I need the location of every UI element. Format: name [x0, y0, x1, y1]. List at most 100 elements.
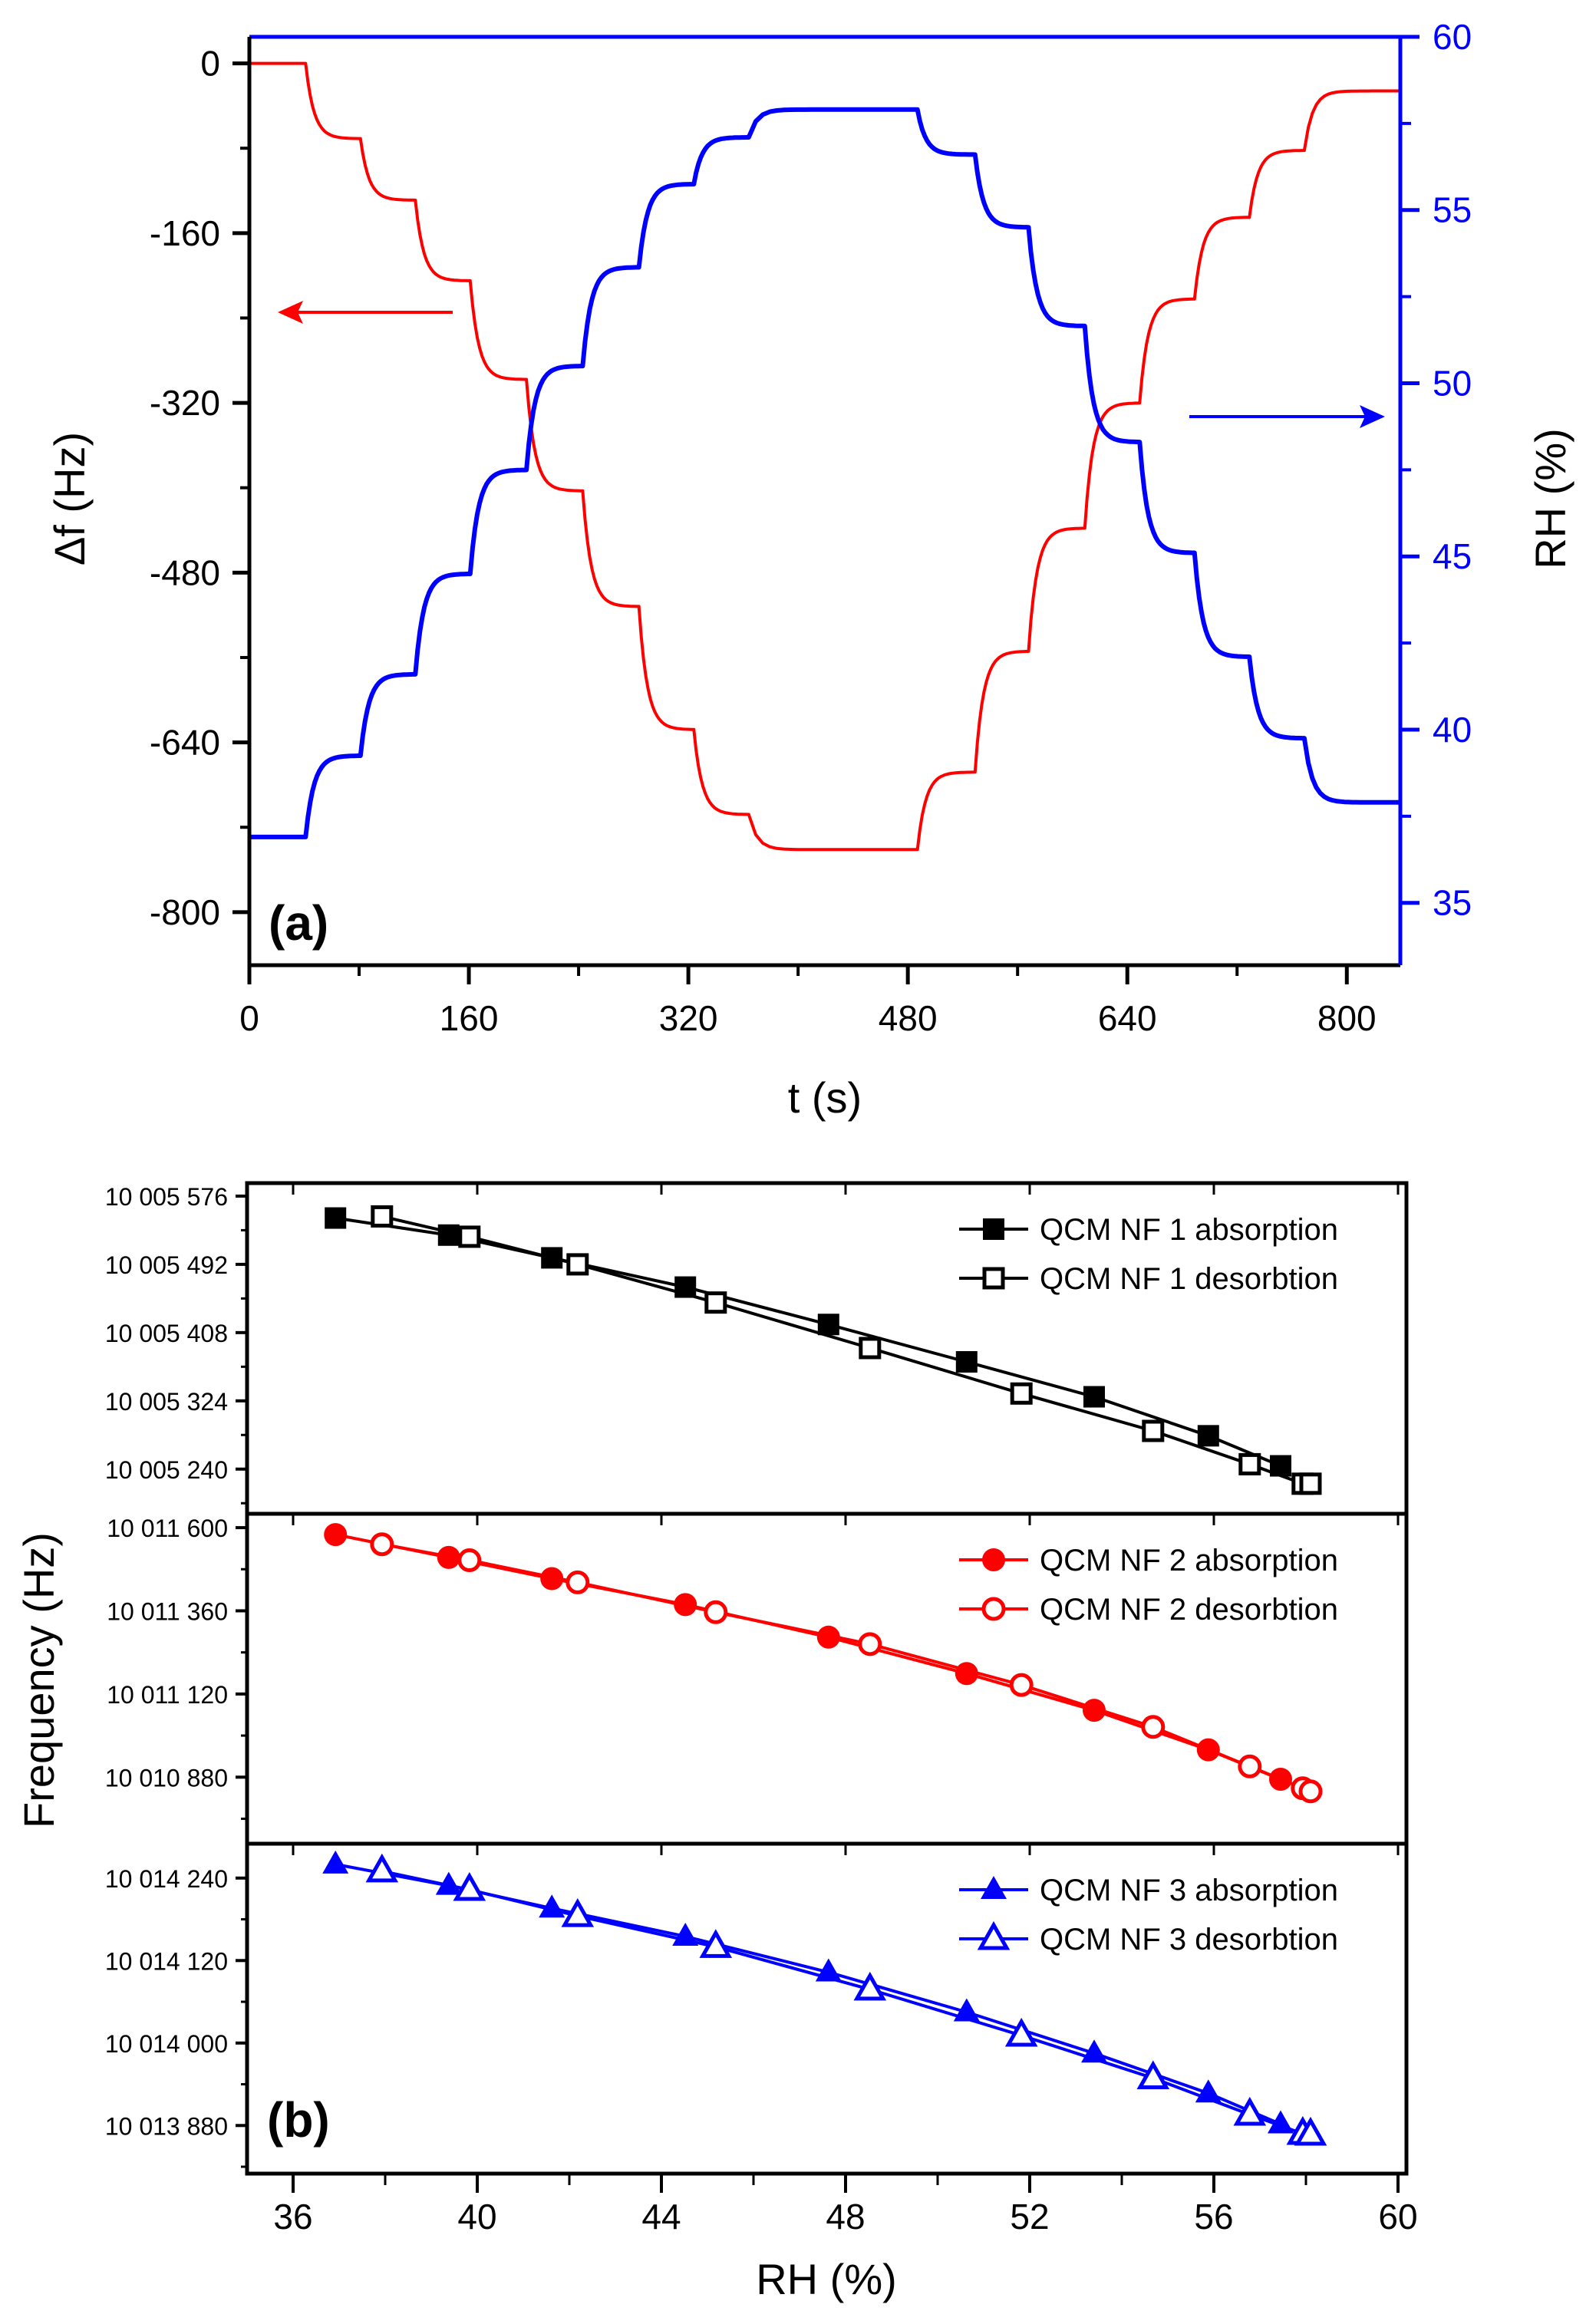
data-point [1083, 1386, 1105, 1408]
subplot-1: 10 005 576 10 005 492 10 005 408 10 005 324… [105, 1181, 1409, 1516]
data-point [817, 1314, 839, 1336]
data-point [1238, 1754, 1262, 1778]
subplot-ytick-label: 10 014 240 [105, 1865, 228, 1893]
panel-a-xlabel: t (s) [788, 1073, 862, 1122]
series-line-1-desorbtion [381, 1215, 1311, 1485]
data-point [704, 1291, 727, 1314]
legend-marker [977, 1920, 1011, 1950]
data-point [371, 1205, 394, 1228]
panel-a: 0 160 320 480 640 800 0 -160 -320 -480 -640 -800 35 4… [45, 17, 1574, 1122]
panel-a-y2tick-label: 60 [1433, 17, 1472, 57]
data-point [1009, 1673, 1034, 1697]
data-point [322, 1850, 349, 1874]
data-point [816, 1625, 840, 1649]
subplot-ytick-label: 10 011 120 [107, 1681, 228, 1709]
panel-a-xtick-label: 0 [239, 998, 259, 1038]
data-point [1299, 1472, 1322, 1495]
panel-b-xtick-label: 52 [1010, 2197, 1049, 2237]
data-point [1004, 2017, 1038, 2047]
legend-label: QCM NF 3 desorbtion [1040, 1923, 1338, 1956]
panel-b-xtick-label: 36 [273, 2197, 312, 2237]
subplot-2: 10 011 600 10 011 360 10 011 120 10 010 880… [105, 1511, 1409, 1846]
subplot-ytick-label: 10 005 492 [105, 1251, 228, 1279]
panel-b-content: 10 005 576 10 005 492 10 005 408 10 005 324… [105, 1181, 1418, 2237]
panel-a-y2tick-label: 55 [1433, 190, 1472, 230]
subplot-ytick-label: 10 014 000 [105, 2030, 228, 2058]
subplot-ytick-label: 10 013 880 [105, 2112, 228, 2140]
subplot-ytick-label: 10 005 324 [105, 1388, 228, 1416]
legend-marker [982, 1267, 1005, 1290]
panel-a-y2tick-label: 40 [1433, 710, 1472, 750]
subplot-ytick-label: 10 005 408 [105, 1320, 228, 1347]
subplot-ytick-label: 10 005 576 [105, 1183, 228, 1211]
data-point [457, 1548, 482, 1573]
panel-a-ytick-label: -640 [150, 723, 220, 763]
data-point [565, 1570, 590, 1594]
panel-a-axes: 0 160 320 480 640 800 0 -160 -320 -480 -640 -800 35 4… [150, 17, 1472, 1038]
data-point [1083, 1699, 1106, 1722]
rh-curve [249, 107, 1400, 839]
panel-a-ytick-label: 0 [200, 44, 220, 84]
subplot-frame [245, 1841, 1409, 2176]
data-point [858, 1632, 882, 1656]
data-point [1142, 1419, 1165, 1442]
panel-b-ylabel: Frequency (Hz) [15, 1532, 63, 1828]
data-point [325, 1207, 347, 1229]
legend-label: QCM NF 1 desorbtion [1040, 1262, 1338, 1296]
panel-a-xtick-label: 160 [440, 998, 499, 1038]
panel-b-label: (b) [267, 2092, 330, 2148]
panel-a-label: (a) [269, 895, 328, 951]
panel-a-y2label: RH (%) [1526, 428, 1574, 569]
panel-a-xtick-label: 320 [659, 998, 718, 1038]
panel-b-xtick-label: 56 [1194, 2197, 1233, 2237]
data-point [859, 1337, 882, 1360]
panel-b-xtick-label: 60 [1378, 2197, 1417, 2237]
data-point [458, 1225, 481, 1248]
legend-label: QCM NF 1 absorption [1040, 1213, 1338, 1247]
subplot-ytick-label: 10 011 360 [107, 1597, 228, 1625]
panel-b-xtick-label: 48 [826, 2197, 865, 2237]
subplot-ytick-label: 10 011 600 [107, 1515, 228, 1542]
panel-a-xtick-label: 480 [879, 998, 938, 1038]
panel-b: 10 005 576 10 005 492 10 005 408 10 005 324… [15, 1181, 1418, 2303]
panel-a-curves [249, 61, 1400, 852]
panel-b-xtick-label: 44 [641, 2197, 681, 2237]
data-point [453, 1871, 486, 1901]
data-point [561, 1897, 595, 1927]
data-point [1238, 1452, 1261, 1475]
subplot-ytick-label: 10 010 880 [105, 1764, 228, 1792]
legend-label: QCM NF 2 absorption [1040, 1544, 1338, 1577]
data-point [566, 1253, 589, 1276]
data-point [955, 1350, 978, 1373]
panel-a-y2tick-label: 35 [1433, 883, 1472, 923]
subplot-ytick-label: 10 005 240 [105, 1456, 228, 1484]
data-point [1197, 1425, 1219, 1447]
data-point [324, 1523, 348, 1547]
data-point [1136, 2060, 1170, 2089]
data-point [1298, 1779, 1323, 1804]
legend-label: QCM NF 2 desorbtion [1040, 1593, 1338, 1627]
legend-marker [983, 1218, 1004, 1240]
legend-label: QCM NF 3 absorption [1040, 1874, 1338, 1907]
panel-a-ytick-label: -480 [150, 552, 220, 592]
data-point [1010, 1382, 1033, 1405]
subplot-3: 10 014 240 10 014 120 10 014 000 10 013 880… [105, 1841, 1409, 2176]
data-point [1141, 1715, 1166, 1739]
legend-marker [982, 1548, 1005, 1571]
panel-a-ytick-label: -320 [150, 383, 220, 423]
right-axis-arrow [1189, 405, 1385, 428]
panel-b-xtick-label: 40 [457, 2197, 496, 2237]
subplot-ytick-label: 10 014 120 [105, 1947, 228, 1975]
panel-a-xtick-label: 800 [1317, 998, 1377, 1038]
data-point [1294, 2116, 1327, 2146]
panel-b-xlabel: RH (%) [756, 2255, 897, 2303]
panel-a-ytick-label: -800 [150, 892, 220, 932]
data-point [704, 1600, 728, 1624]
series-line-2-desorbtion [381, 1542, 1311, 1793]
panel-a-y2tick-label: 50 [1433, 363, 1472, 403]
panel-a-xtick-label: 640 [1098, 998, 1157, 1038]
legend-marker [981, 1876, 1007, 1899]
series-line-1-absorption [335, 1216, 1281, 1468]
left-axis-arrow [278, 301, 453, 324]
